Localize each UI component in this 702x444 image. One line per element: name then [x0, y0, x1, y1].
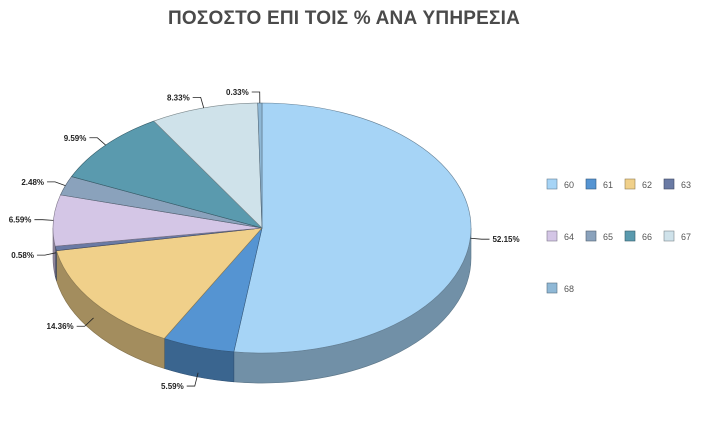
- leader-line-61: [186, 372, 199, 387]
- data-label-63: 0.58%: [11, 251, 34, 260]
- leader-line-60: [470, 237, 490, 240]
- legend-label-67: 67: [681, 232, 691, 242]
- legend-item-61: 61: [585, 178, 613, 190]
- legend-swatch-60: [546, 178, 558, 190]
- leader-line-68: [251, 91, 261, 104]
- legend-label-68: 68: [564, 284, 574, 294]
- legend-swatch-64: [546, 230, 558, 242]
- legend-swatch-66: [624, 230, 636, 242]
- legend-item-64: 64: [546, 230, 574, 242]
- data-label-62: 14.36%: [47, 322, 74, 331]
- legend-item-66: 66: [624, 230, 652, 242]
- legend-label-60: 60: [564, 180, 574, 190]
- leader-line-65: [47, 181, 66, 186]
- data-label-67: 8.33%: [167, 93, 190, 102]
- leader-line-66: [89, 137, 106, 146]
- pie-top-faces: [52, 102, 472, 354]
- legend-swatch-61: [585, 178, 597, 190]
- data-label-68: 0.33%: [226, 88, 249, 97]
- legend-swatch-65: [585, 230, 597, 242]
- leader-line-67: [192, 96, 205, 109]
- legend-label-61: 61: [603, 180, 613, 190]
- legend-label-62: 62: [642, 180, 652, 190]
- pie-slice-60: [233, 102, 472, 354]
- legend-label-66: 66: [642, 232, 652, 242]
- legend-item-65: 65: [585, 230, 613, 242]
- legend-item-60: 60: [546, 178, 574, 190]
- legend-swatch-68: [546, 282, 558, 294]
- data-label-60: 52.15%: [492, 235, 519, 244]
- data-label-64: 6.59%: [9, 216, 32, 225]
- data-label-61: 5.59%: [161, 382, 184, 391]
- pie-labels: 52.15% 5.59% 14.36% 0.58% 6.59% 2.48% 9.59% 8.3…: [9, 88, 520, 391]
- legend-label-64: 64: [564, 232, 574, 242]
- legend-item-67: 67: [663, 230, 691, 242]
- pie-slice-68: [257, 102, 263, 229]
- data-label-65: 2.48%: [21, 178, 44, 187]
- legend: 60 61 62 63 64 65 66 67 68: [546, 178, 691, 294]
- legend-item-62: 62: [624, 178, 652, 190]
- chart-title: ΠΟΣΟΣΤΟ ΕΠΙ ΤΟΙΣ % ΑΝΑ ΥΠΗΡΕΣΙΑ: [168, 8, 520, 29]
- legend-swatch-62: [624, 178, 636, 190]
- leader-line-62: [76, 317, 94, 327]
- legend-label-65: 65: [603, 232, 613, 242]
- legend-label-63: 63: [681, 180, 691, 190]
- legend-item-63: 63: [663, 178, 691, 190]
- legend-swatch-63: [663, 178, 675, 190]
- legend-swatch-67: [663, 230, 675, 242]
- leader-line-64: [34, 219, 54, 221]
- leader-line-63: [36, 252, 56, 256]
- legend-item-68: 68: [546, 282, 574, 294]
- data-label-66: 9.59%: [64, 134, 87, 143]
- pie-slice-62: [56, 227, 263, 339]
- pie-slice-66: [71, 120, 263, 229]
